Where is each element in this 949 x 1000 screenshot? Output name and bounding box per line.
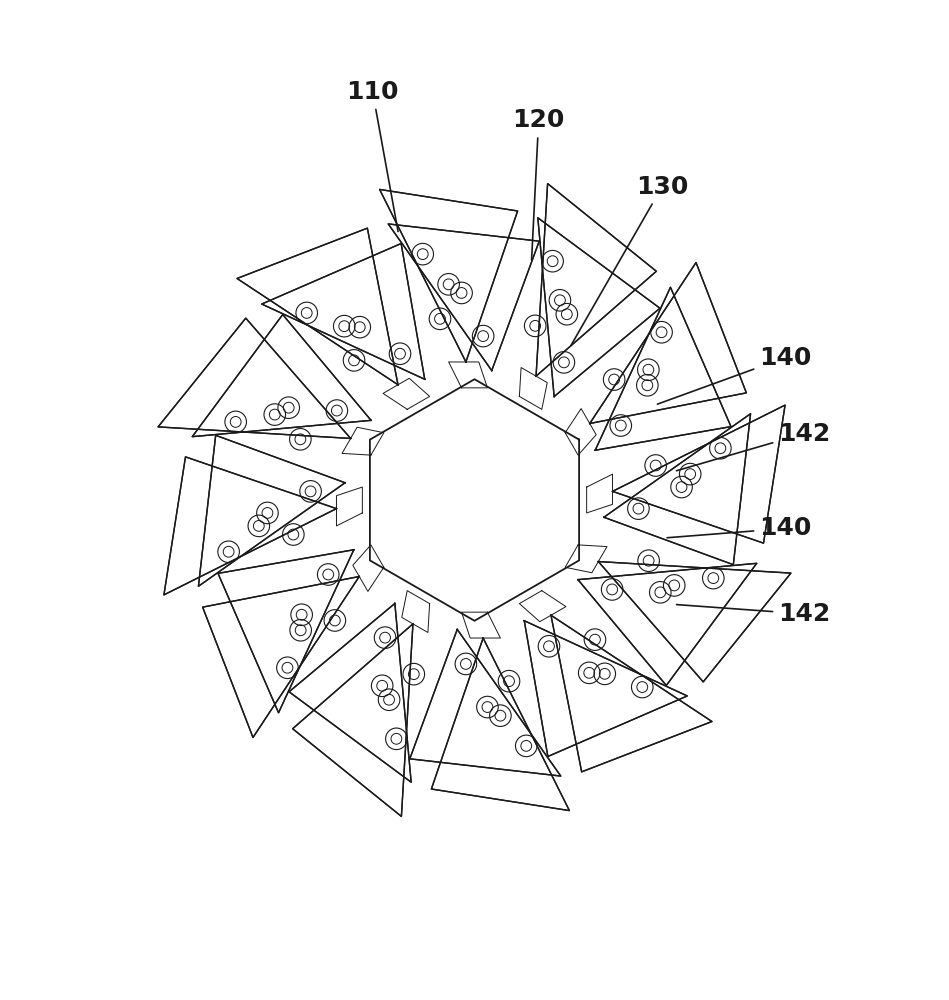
- Polygon shape: [578, 563, 756, 685]
- Polygon shape: [432, 638, 569, 811]
- Polygon shape: [164, 457, 337, 595]
- Polygon shape: [237, 228, 398, 385]
- Text: 140: 140: [658, 346, 811, 404]
- Text: 142: 142: [677, 602, 830, 626]
- Polygon shape: [292, 624, 413, 816]
- Polygon shape: [551, 615, 712, 772]
- Text: 110: 110: [346, 80, 399, 232]
- Polygon shape: [612, 405, 785, 543]
- Polygon shape: [158, 318, 350, 438]
- Polygon shape: [203, 576, 360, 737]
- Polygon shape: [538, 218, 660, 397]
- Polygon shape: [524, 621, 687, 756]
- Polygon shape: [198, 435, 345, 586]
- Polygon shape: [289, 603, 411, 782]
- Polygon shape: [589, 263, 746, 424]
- Polygon shape: [218, 550, 354, 713]
- Polygon shape: [595, 287, 731, 450]
- Polygon shape: [380, 189, 517, 362]
- Polygon shape: [599, 562, 791, 682]
- Text: 140: 140: [667, 516, 811, 540]
- Polygon shape: [410, 629, 561, 776]
- Text: 120: 120: [512, 108, 565, 260]
- Text: 130: 130: [570, 175, 688, 346]
- Polygon shape: [262, 244, 425, 379]
- Polygon shape: [388, 224, 539, 371]
- Polygon shape: [193, 315, 371, 437]
- Polygon shape: [536, 184, 657, 376]
- Text: 142: 142: [677, 422, 830, 471]
- Polygon shape: [604, 414, 751, 565]
